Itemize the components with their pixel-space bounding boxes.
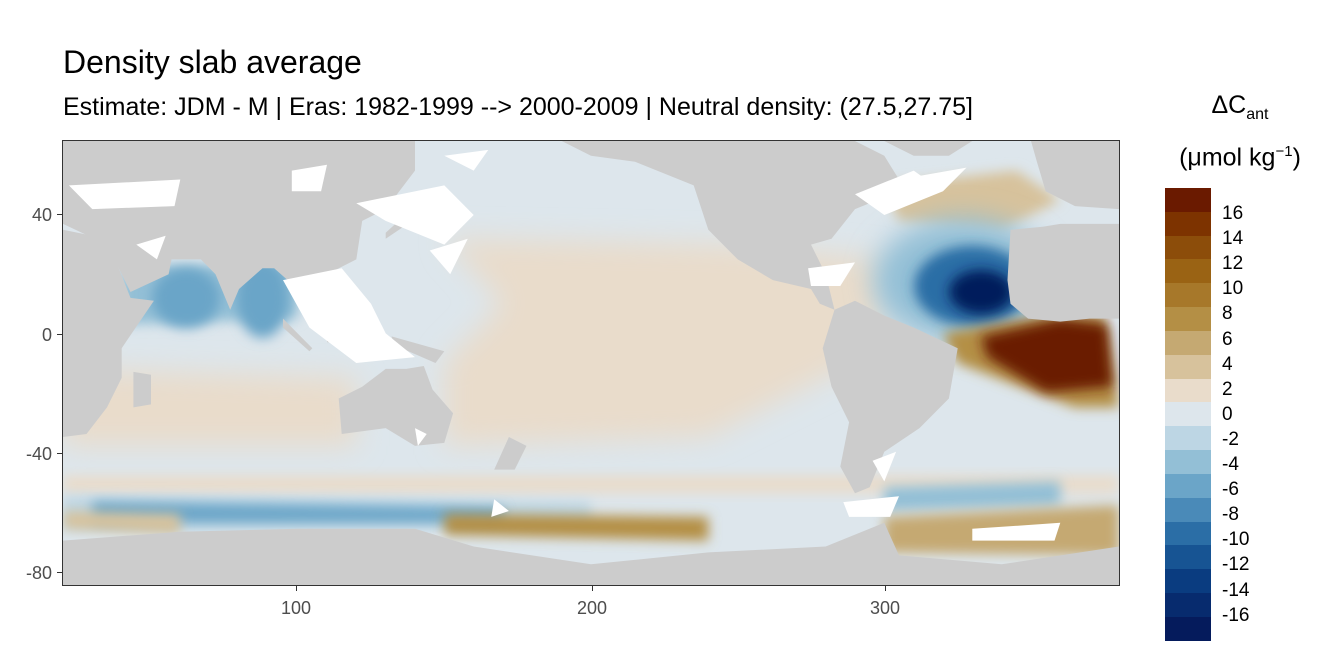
legend-label: 14	[1222, 228, 1244, 250]
legend-color-step	[1165, 235, 1211, 260]
missing-data-patch	[283, 268, 415, 363]
sumatra-land	[283, 318, 313, 352]
madagascar-land	[133, 371, 151, 408]
legend-unit: (μmol kg−1)	[1160, 137, 1320, 172]
missing-data-patch	[429, 238, 468, 275]
legend-label: 10	[1222, 278, 1244, 300]
x-tick-label: 200	[576, 598, 608, 618]
missing-data-patch	[491, 499, 509, 517]
legend-color-step	[1165, 473, 1211, 498]
y-tick-mark	[57, 453, 62, 454]
legend-label: 8	[1222, 303, 1233, 325]
legend-color-step	[1165, 593, 1211, 617]
missing-data-patch	[356, 185, 474, 245]
legend-color-step	[1165, 521, 1211, 546]
legend-colorbar	[1165, 188, 1211, 641]
legend-label: 6	[1222, 328, 1233, 350]
legend-color-step	[1165, 211, 1211, 236]
missing-data-patch	[808, 262, 855, 286]
south-america-land	[822, 300, 958, 494]
new-guinea-land	[391, 336, 445, 363]
new-zealand-land	[494, 437, 527, 470]
south-atlantic-blue	[884, 481, 1061, 511]
legend-label: 2	[1222, 378, 1233, 400]
southern-blue-core	[92, 502, 504, 523]
legend-label: -16	[1222, 604, 1250, 626]
missing-data-patch	[136, 235, 166, 260]
legend-color-step	[1165, 450, 1211, 474]
missing-data-patch	[899, 167, 967, 192]
x-tick-mark	[296, 586, 297, 591]
missing-data-patch	[843, 496, 899, 517]
map-canvas	[63, 141, 1119, 585]
missing-data-patch	[444, 149, 489, 171]
arabian-sea-feature	[152, 267, 221, 328]
legend-label: -2	[1222, 428, 1239, 450]
missing-data-layer	[68, 149, 1061, 541]
legend-unit-text: (μmol kg	[1179, 143, 1276, 172]
legend-color-step	[1165, 259, 1211, 284]
indian-shelf-brown	[63, 511, 181, 535]
legend-unit-close: )	[1292, 143, 1301, 172]
legend-label: -14	[1222, 579, 1250, 601]
missing-data-patch	[872, 451, 897, 482]
legend-color-step	[1165, 426, 1211, 451]
greenland-land	[884, 141, 973, 156]
west-africa-land	[1007, 223, 1119, 322]
missing-data-patch	[291, 164, 327, 192]
x-tick-label: 300	[869, 598, 901, 618]
eta-brown-core	[981, 318, 1114, 393]
legend-color-step	[1165, 402, 1211, 427]
y-tick-label: -80	[25, 563, 52, 583]
x-tick-mark	[885, 586, 886, 591]
na-blue-core	[949, 269, 1014, 314]
legend-label: -6	[1222, 479, 1239, 501]
legend-label: 4	[1222, 353, 1233, 375]
legend-label: -10	[1222, 529, 1250, 551]
legend-color-step	[1165, 569, 1211, 594]
missing-data-patch	[68, 179, 181, 210]
australia-land	[338, 366, 454, 446]
missing-data-patch	[972, 522, 1061, 541]
legend-color-step	[1165, 497, 1211, 522]
plot-title: Density slab average	[63, 44, 362, 80]
map-panel	[62, 140, 1120, 586]
antarctica-land	[63, 522, 1119, 585]
africa-land	[63, 229, 154, 437]
legend-label: -8	[1222, 504, 1239, 526]
legend-title: ΔCant	[1160, 90, 1320, 130]
legend-color-step	[1165, 378, 1211, 403]
legend-color-step	[1165, 283, 1211, 308]
y-tick-mark	[57, 572, 62, 573]
legend-label: 12	[1222, 253, 1244, 275]
pacific-beige-band	[444, 238, 885, 446]
y-tick-label: 40	[31, 205, 52, 225]
y-tick-mark	[57, 334, 62, 335]
legend-color-step	[1165, 354, 1211, 379]
x-tick-mark	[592, 586, 593, 591]
legend-label: -4	[1222, 454, 1239, 475]
legend-color-step	[1165, 330, 1211, 355]
legend-color-step	[1165, 307, 1211, 331]
legend-unit-superscript: −1	[1275, 143, 1293, 160]
missing-data-patch	[415, 428, 427, 446]
ross-sea-brown	[444, 514, 709, 541]
legend-title-subscript: ant	[1246, 106, 1269, 123]
legend-label: 16	[1222, 203, 1244, 224]
y-tick-mark	[57, 214, 62, 215]
legend-title-main: ΔC	[1211, 91, 1247, 119]
europe-land	[1031, 141, 1119, 210]
y-tick-label: 0	[41, 325, 52, 345]
legend-label: -12	[1222, 554, 1250, 576]
legend-label: 0	[1222, 403, 1233, 425]
y-tick-label: -40	[25, 444, 52, 464]
plot-subtitle: Estimate: JDM - M | Eras: 1982-1999 --> …	[63, 93, 973, 121]
x-tick-label: 100	[280, 598, 312, 618]
legend-color-step	[1165, 616, 1211, 641]
legend-color-step	[1165, 545, 1211, 570]
legend-color-step	[1165, 188, 1211, 212]
